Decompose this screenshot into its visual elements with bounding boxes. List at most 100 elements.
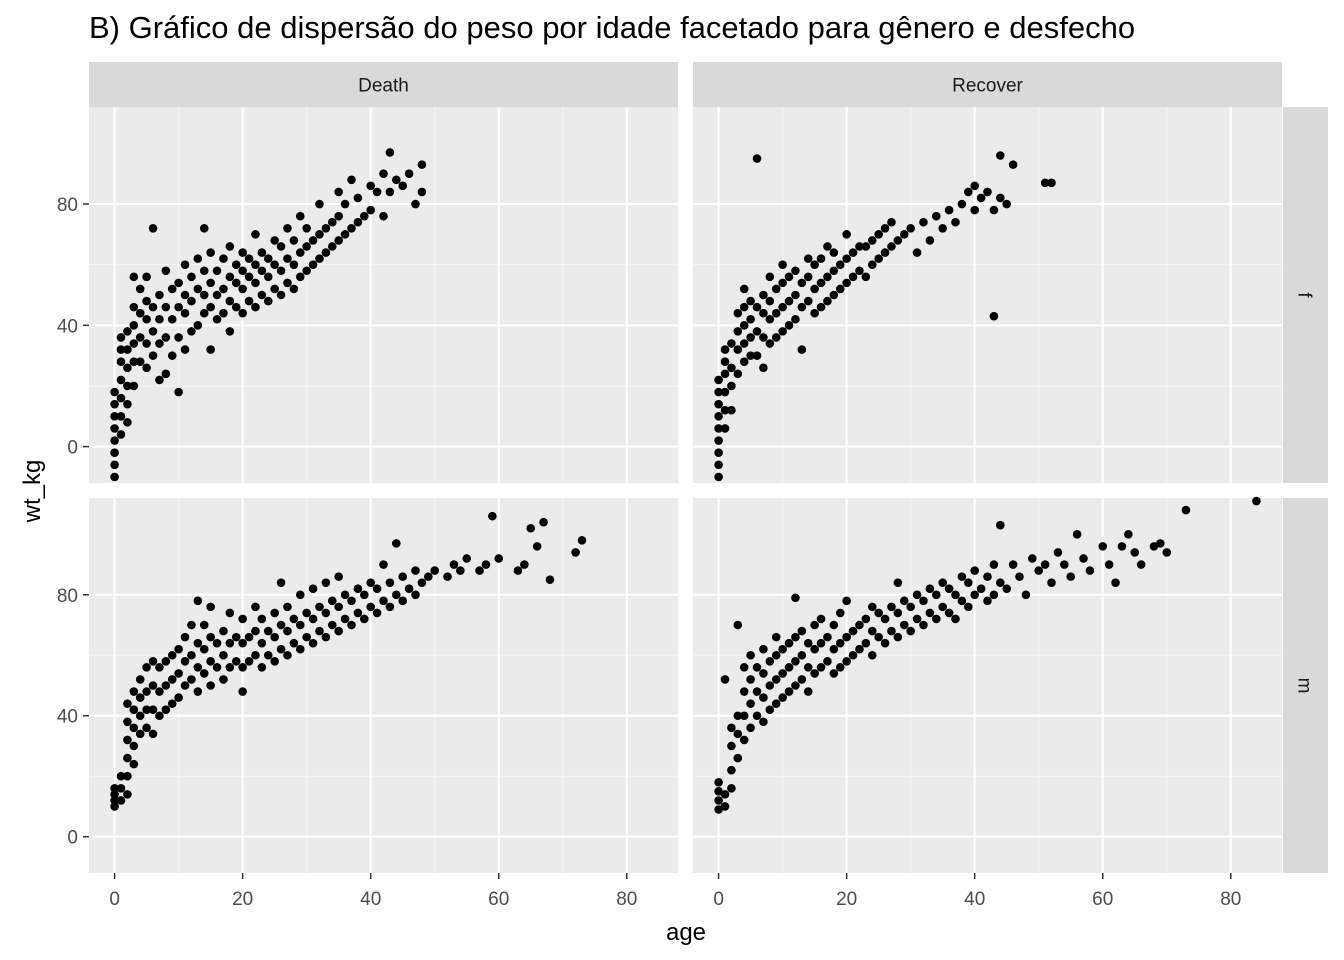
data-point: [746, 296, 755, 306]
data-point: [295, 644, 305, 654]
data-point: [861, 638, 871, 648]
data-point: [417, 578, 427, 587]
data-point: [206, 278, 215, 288]
data-point: [976, 193, 986, 203]
data-point: [244, 254, 254, 263]
data-point: [321, 248, 331, 257]
data-point: [142, 363, 151, 373]
data-point: [810, 260, 819, 269]
data-point: [944, 205, 954, 215]
data-point: [919, 620, 928, 630]
data-point: [887, 602, 896, 612]
data-point: [746, 314, 755, 324]
data-point: [765, 705, 775, 714]
data-point: [116, 357, 126, 367]
data-point: [238, 308, 247, 318]
data-point: [733, 345, 743, 354]
data-point: [385, 578, 395, 587]
data-point: [752, 687, 762, 696]
data-point: [996, 578, 1005, 587]
data-point: [842, 278, 851, 288]
data-point: [771, 308, 781, 318]
data-point: [848, 626, 858, 636]
data-point: [771, 333, 781, 342]
data-point: [996, 151, 1005, 160]
data-point: [392, 539, 401, 548]
data-point: [976, 584, 986, 594]
data-point: [829, 620, 839, 630]
data-point: [720, 387, 730, 397]
data-point: [206, 248, 215, 257]
data-point: [167, 351, 177, 360]
data-point: [571, 548, 580, 557]
data-point: [810, 284, 819, 294]
data-point: [302, 632, 311, 642]
data-point: [983, 596, 992, 606]
data-point: [135, 357, 145, 367]
data-point: [372, 187, 382, 197]
data-point: [714, 436, 723, 445]
data-point: [302, 266, 311, 276]
data-point: [739, 663, 749, 672]
data-point: [308, 584, 318, 594]
data-point: [1136, 560, 1146, 569]
data-point: [161, 302, 171, 312]
data-point: [727, 723, 736, 733]
data-point: [970, 566, 979, 575]
facet-panel-death-m: [89, 498, 678, 873]
data-point: [727, 339, 736, 348]
data-point: [270, 632, 279, 642]
data-point: [366, 181, 375, 191]
data-point: [714, 375, 723, 385]
data-point: [180, 632, 190, 642]
data-point: [347, 175, 356, 185]
data-point: [193, 687, 203, 696]
data-point: [475, 566, 484, 575]
data-point: [231, 278, 241, 288]
data-point: [739, 321, 749, 330]
data-point: [366, 602, 375, 612]
data-point: [110, 436, 119, 445]
data-point: [327, 596, 337, 606]
data-point: [193, 663, 203, 672]
data-point: [874, 608, 883, 618]
data-point: [334, 602, 343, 612]
data-point: [720, 405, 730, 415]
data-point: [174, 302, 183, 312]
data-point: [302, 242, 311, 251]
data-point: [116, 771, 126, 781]
data-point: [791, 681, 800, 690]
data-point: [803, 638, 813, 648]
data-point: [899, 230, 909, 239]
data-point: [110, 399, 119, 409]
data-point: [327, 620, 337, 630]
data-point: [148, 705, 158, 714]
data-point: [302, 223, 311, 233]
data-point: [765, 681, 775, 690]
data-point: [867, 260, 877, 269]
data-point: [231, 632, 241, 642]
data-point: [720, 790, 730, 799]
axes: 0 40 80 0 40 80 0 20 40 60 80 0 20 40 60 80: [57, 195, 1241, 910]
data-point: [238, 248, 247, 257]
facet-panels: [89, 107, 1282, 873]
facet-strips: Death Recover f m: [89, 62, 1328, 873]
data-point: [791, 632, 800, 642]
data-point: [116, 345, 126, 354]
data-point: [481, 560, 491, 569]
data-point: [238, 687, 247, 696]
data-point: [155, 290, 164, 300]
data-point: [129, 741, 139, 751]
data-point: [816, 614, 826, 624]
data-point: [810, 644, 819, 654]
data-point: [938, 602, 947, 612]
data-point: [1098, 542, 1108, 551]
data-point: [1124, 529, 1133, 539]
data-point: [797, 278, 807, 288]
data-point: [174, 278, 183, 288]
data-point: [906, 223, 915, 233]
data-point: [251, 602, 260, 612]
data-point: [861, 272, 871, 282]
data-point: [251, 230, 260, 239]
